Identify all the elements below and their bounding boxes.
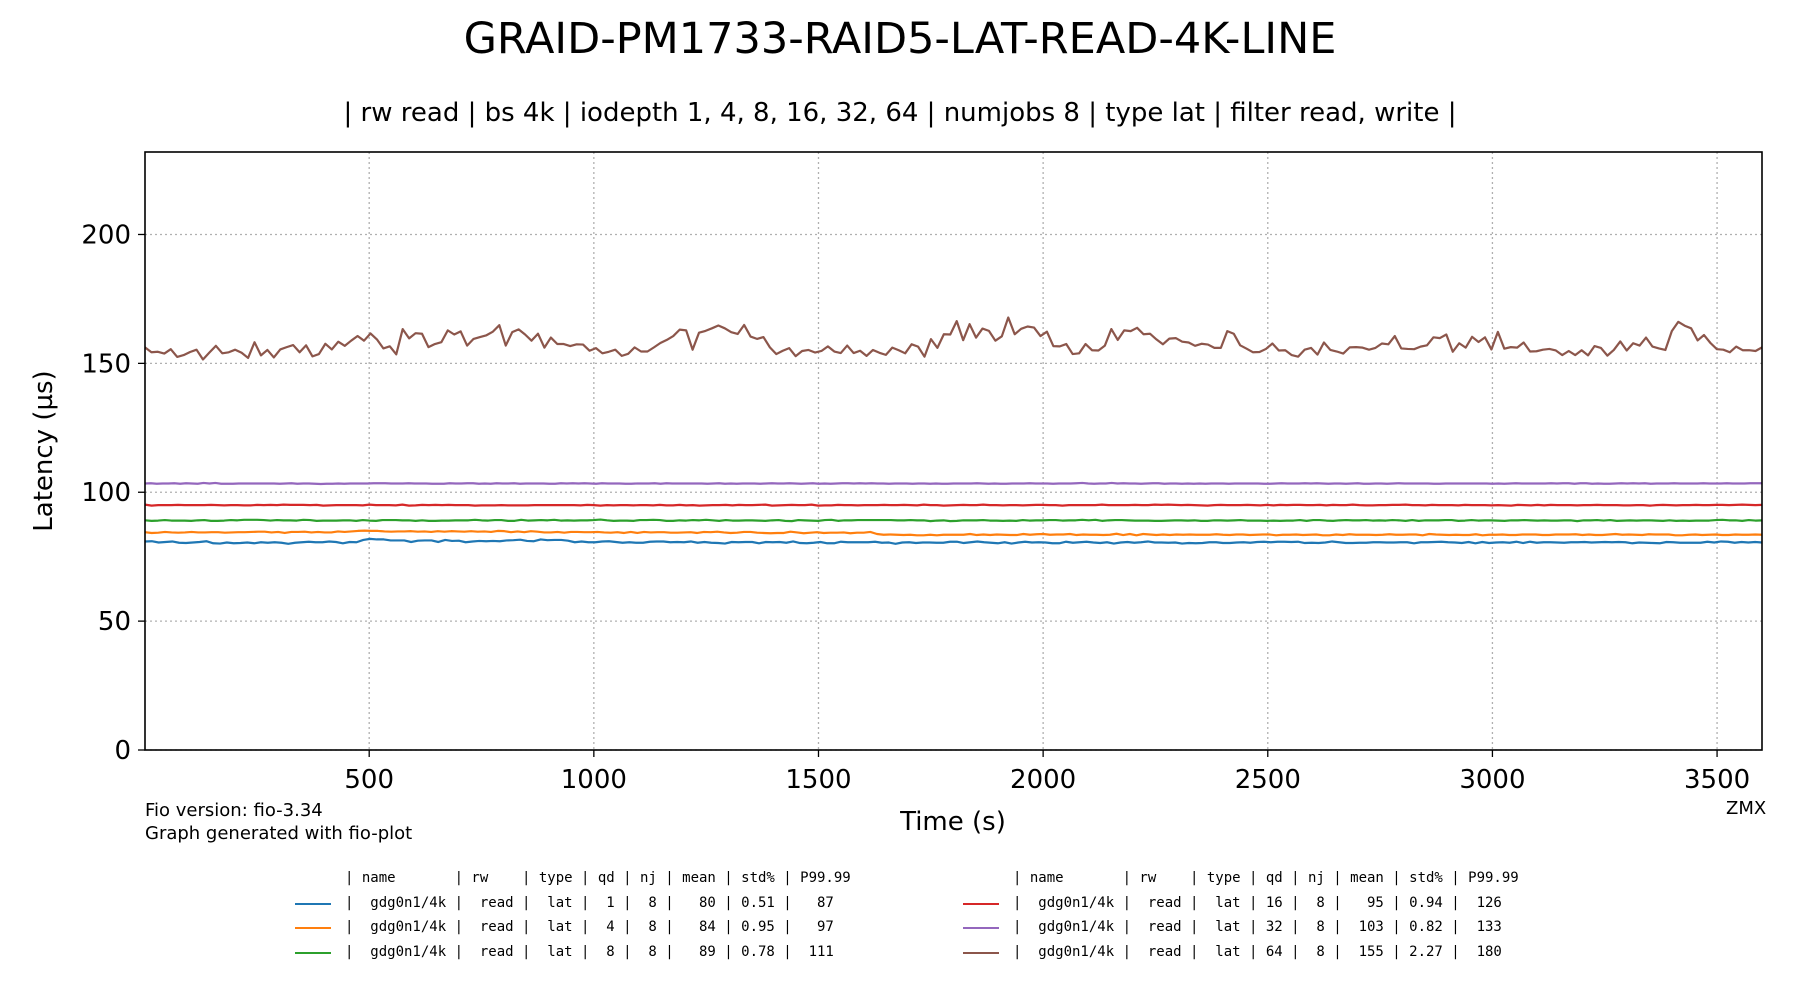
series-line-1 [144,529,1763,537]
series-line-3 [144,503,1763,507]
legend-entry-text: | gdg0n1/4k | read | lat | 4 | 8 | 84 | … [345,919,834,935]
y-tick-label: 0 [114,736,131,766]
x-tick-label: 500 [344,765,394,795]
legend-entry-text: | gdg0n1/4k | read | lat | 1 | 8 | 80 | … [345,895,834,911]
y-tick-label: 150 [81,349,131,379]
x-tick-label: 1500 [785,765,851,795]
legend-swatch [963,927,999,929]
legend-header-text: | name | rw | type | qd | nj | mean | st… [1013,870,1519,886]
grid-lines [145,152,1762,751]
x-tick-label: 2500 [1235,765,1301,795]
latency-line-chart: 500 1000 1500 2000 2500 3000 3500050100150200 … [29,151,1763,837]
legend-header-text: | name | rw | type | qd | nj | mean | st… [345,870,851,886]
legend-entry-text: | gdg0n1/4k | read | lat | 16 | 8 | 95 |… [1013,895,1502,911]
legend-swatch [295,952,331,954]
y-axis-label: Latency (µs) [29,370,59,531]
legend-entry-text: | gdg0n1/4k | read | lat | 32 | 8 | 103 … [1013,919,1502,935]
fio-version-note: Fio version: fio-3.34 [145,800,323,821]
axis-ticks: 500 1000 1500 2000 2500 3000 3500 0 50 100 150 200 [81,220,1750,795]
series-line-0 [144,537,1763,545]
y-tick-label: 200 [81,220,131,250]
x-tick-label: 1000 [561,765,627,795]
x-tick-label: 2000 [1010,765,1076,795]
legend-entry-text: | gdg0n1/4k | read | lat | 8 | 8 | 89 | … [345,944,834,960]
legend-swatch [963,952,999,954]
legend-swatch [295,927,331,929]
series-line-5 [144,316,1763,361]
x-tick-label: 3500 [1684,765,1750,795]
series-line-4 [144,481,1762,486]
x-tick-label: 3000 [1459,765,1525,795]
y-tick-label: 50 [98,607,131,637]
y-tick-label: 100 [81,478,131,508]
x-axis-label: Time (s) [899,807,1006,837]
legend-entry-text: | gdg0n1/4k | read | lat | 64 | 8 | 155 … [1013,944,1502,960]
series-lines [144,316,1763,545]
legend-swatch [963,903,999,905]
plot-area-frame [144,151,1763,751]
watermark-text: ZMX [1726,798,1767,819]
fio-plot-credit: Graph generated with fio-plot [145,823,413,844]
chart-subtitle: | rw read | bs 4k | iodepth 1, 4, 8, 16,… [343,98,1457,128]
series-line-2 [144,518,1763,523]
chart-title: GRAID-PM1733-RAID5-LAT-READ-4K-LINE [463,14,1337,64]
legend-swatch [295,903,331,905]
